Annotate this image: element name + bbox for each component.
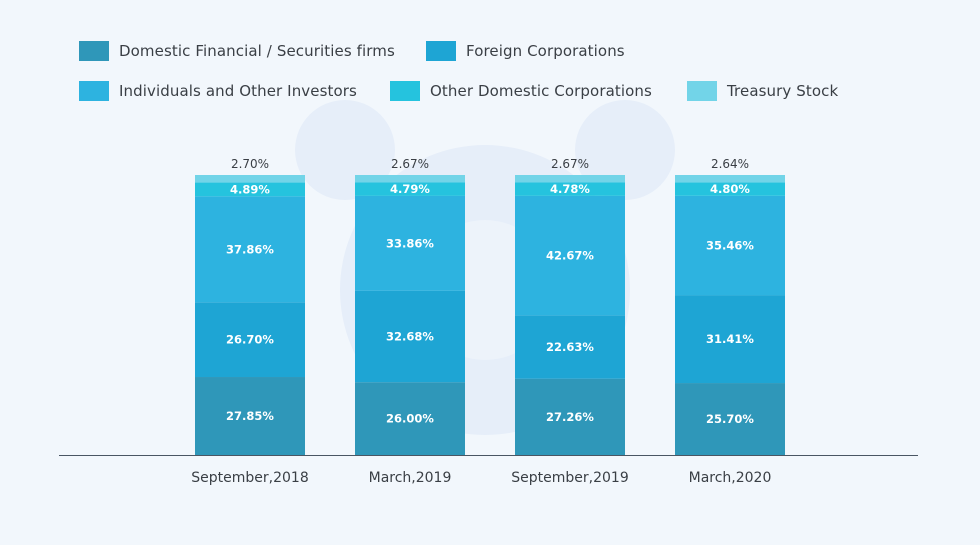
data-label: 32.68% bbox=[386, 329, 434, 343]
legend-swatch bbox=[390, 81, 420, 101]
bar-segment bbox=[195, 175, 305, 183]
bar-segment bbox=[515, 182, 625, 196]
data-label: 4.80% bbox=[710, 182, 750, 196]
data-label: 26.00% bbox=[386, 412, 434, 426]
legend-label: Other Domestic Corporations bbox=[430, 82, 652, 100]
bar-segment bbox=[515, 315, 625, 379]
bar-segment bbox=[195, 182, 305, 197]
data-label: 2.67% bbox=[391, 157, 429, 171]
legend-label: Treasury Stock bbox=[727, 82, 839, 100]
x-tick-label: March,2020 bbox=[689, 470, 772, 486]
bar-segment bbox=[675, 195, 785, 296]
bar-segment bbox=[515, 195, 625, 316]
legend-item-foreign-corporations: Foreign Corporations bbox=[426, 41, 625, 61]
bar-segment bbox=[675, 182, 785, 196]
bar-segment bbox=[675, 175, 785, 183]
data-label: 42.67% bbox=[546, 249, 594, 263]
bar-segment bbox=[195, 196, 305, 303]
x-tick-label: March,2019 bbox=[369, 470, 452, 486]
data-label: 31.41% bbox=[706, 332, 754, 346]
x-tick-label: September,2018 bbox=[191, 470, 308, 486]
legend-swatch bbox=[687, 81, 717, 101]
data-label: 27.85% bbox=[226, 409, 274, 423]
legend-item-other-domestic: Other Domestic Corporations bbox=[390, 81, 652, 101]
bar-segment bbox=[355, 382, 465, 455]
legend-swatch bbox=[79, 41, 109, 61]
data-label: 25.70% bbox=[706, 412, 754, 426]
legend-label: Domestic Financial / Securities firms bbox=[119, 42, 395, 60]
bar-segment bbox=[195, 377, 305, 455]
data-label: 2.67% bbox=[551, 157, 589, 171]
legend-item-treasury-stock: Treasury Stock bbox=[687, 81, 838, 101]
bar-segment bbox=[355, 195, 465, 291]
bar-segment bbox=[515, 175, 625, 183]
data-label: 37.86% bbox=[226, 242, 274, 256]
bar-segment bbox=[355, 175, 465, 183]
legend-label: Foreign Corporations bbox=[466, 42, 625, 60]
x-tick-label: September,2019 bbox=[511, 470, 628, 486]
legend-swatch bbox=[79, 81, 109, 101]
chart-legend: Domestic Financial / Securities firms Fo… bbox=[0, 0, 980, 120]
data-label: 4.89% bbox=[230, 182, 270, 196]
bar-segment bbox=[675, 383, 785, 455]
legend-item-individuals: Individuals and Other Investors bbox=[79, 81, 357, 101]
data-label: 27.26% bbox=[546, 410, 594, 424]
bar-segment bbox=[195, 302, 305, 378]
data-label: 35.46% bbox=[706, 238, 754, 252]
data-label: 2.70% bbox=[231, 157, 269, 171]
data-label: 4.78% bbox=[550, 182, 590, 196]
legend-label: Individuals and Other Investors bbox=[119, 82, 357, 100]
bar-segment bbox=[355, 290, 465, 383]
legend-item-domestic-financial: Domestic Financial / Securities firms bbox=[79, 41, 395, 61]
bar-segment bbox=[355, 182, 465, 196]
bar-segment bbox=[515, 378, 625, 455]
data-label: 33.86% bbox=[386, 236, 434, 250]
data-label: 2.64% bbox=[711, 157, 749, 171]
data-label: 26.70% bbox=[226, 333, 274, 347]
bar-segment bbox=[675, 295, 785, 384]
data-label: 4.79% bbox=[390, 182, 430, 196]
data-label: 22.63% bbox=[546, 340, 594, 354]
legend-swatch bbox=[426, 41, 456, 61]
